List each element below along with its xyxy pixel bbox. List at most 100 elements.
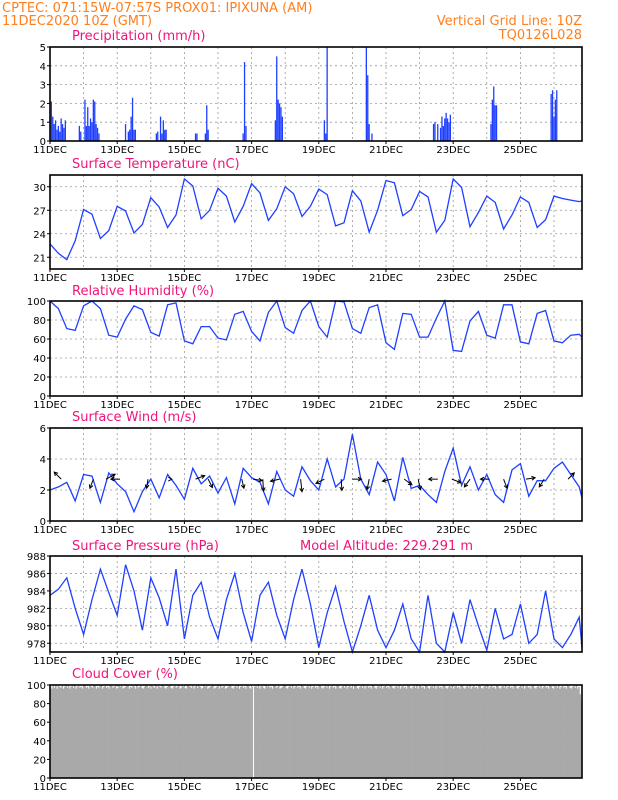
cloud-bar bbox=[174, 685, 176, 778]
cloud-bar bbox=[90, 686, 93, 778]
cloud-bar bbox=[118, 685, 120, 778]
cloud-bar bbox=[51, 688, 53, 778]
cloud-bar bbox=[98, 687, 100, 778]
cloud-bar bbox=[67, 685, 70, 778]
cloud-bar bbox=[231, 687, 233, 778]
cloud-bar bbox=[127, 685, 129, 778]
cloud-bar bbox=[479, 685, 481, 778]
cloud-bar bbox=[327, 685, 329, 778]
precip-bar bbox=[365, 47, 367, 141]
cloud-bar bbox=[540, 685, 542, 778]
wind-arrow bbox=[463, 478, 471, 488]
cloud-bar bbox=[241, 685, 243, 778]
cloud-bar bbox=[504, 685, 507, 778]
panel-2-xtick-label: 15DEC bbox=[168, 273, 202, 284]
cloud-bar bbox=[426, 685, 428, 778]
cloud-bar bbox=[148, 686, 151, 778]
cloud-bar bbox=[160, 687, 162, 778]
precip-bar bbox=[84, 99, 86, 141]
panel-4-ytick-label: 0 bbox=[40, 517, 46, 528]
precip-bar bbox=[495, 105, 498, 141]
cloud-bar bbox=[63, 686, 66, 778]
cloud-bar bbox=[251, 686, 253, 778]
cloud-bar bbox=[428, 688, 431, 778]
wind-arrow-head bbox=[240, 484, 246, 490]
cloud-bar bbox=[397, 687, 399, 778]
cloud-bar bbox=[186, 685, 189, 778]
cloud-bar bbox=[170, 687, 172, 778]
precip-bar bbox=[494, 105, 496, 141]
cloud-bar bbox=[438, 687, 441, 778]
cloud-bar bbox=[457, 686, 460, 778]
cloud-bar bbox=[232, 688, 234, 778]
cloud-bar bbox=[156, 688, 158, 778]
cloud-bar bbox=[99, 685, 101, 778]
cloud-bar bbox=[209, 686, 212, 778]
cloud-bar bbox=[183, 686, 185, 778]
cloud-bar bbox=[52, 685, 55, 778]
cloud-bar bbox=[469, 685, 471, 778]
cloud-bar bbox=[555, 685, 557, 778]
cloud-bar bbox=[177, 685, 180, 778]
cloud-bar bbox=[198, 685, 200, 778]
cloud-bar bbox=[395, 685, 398, 778]
wind-arrow bbox=[315, 478, 325, 484]
cloud-bar bbox=[299, 688, 302, 778]
precip-bar bbox=[325, 133, 327, 141]
cloud-bar bbox=[279, 688, 281, 778]
cloud-bar bbox=[147, 687, 150, 778]
panel-3-series-line bbox=[49, 298, 583, 353]
precip-bar bbox=[242, 133, 244, 141]
panel-4-xtick-label: 17DEC bbox=[235, 525, 269, 536]
cloud-bar bbox=[246, 685, 248, 778]
wind-arrow-head bbox=[357, 476, 363, 482]
precip-bar bbox=[87, 107, 89, 141]
panel-4-ytick-label: 2 bbox=[40, 486, 46, 497]
cloud-bar bbox=[331, 685, 333, 778]
wind-arrow bbox=[146, 479, 149, 489]
panel-4-xtick-label: 13DEC bbox=[100, 525, 134, 536]
cloud-bar bbox=[528, 686, 531, 778]
cloud-bar bbox=[141, 687, 143, 778]
panel-6-xtick-label: 21DEC bbox=[369, 782, 403, 793]
cloud-bar bbox=[114, 685, 117, 778]
cloud-bar bbox=[393, 688, 395, 778]
panel-3-xtick-label: 23DEC bbox=[436, 400, 470, 411]
precip-bar bbox=[92, 99, 94, 141]
panel-5-series-line bbox=[49, 564, 583, 655]
panel-4-xtick-label: 25DEC bbox=[504, 525, 538, 536]
cloud-bar bbox=[440, 686, 442, 778]
panel-3-xtick-label: 15DEC bbox=[168, 400, 202, 411]
cloud-bar bbox=[224, 688, 227, 778]
cloud-bar bbox=[215, 686, 218, 778]
cloud-bar bbox=[381, 688, 384, 778]
cloud-bar bbox=[578, 686, 580, 778]
cloud-bar bbox=[350, 687, 352, 778]
cloud-bar bbox=[456, 687, 459, 778]
panel-3-xtick-label: 13DEC bbox=[100, 400, 134, 411]
cloud-bar bbox=[386, 686, 389, 778]
cloud-bar bbox=[367, 687, 370, 778]
cloud-bar bbox=[494, 688, 497, 778]
cloud-bar bbox=[210, 685, 213, 778]
cloud-bar bbox=[464, 688, 466, 778]
cloud-bar bbox=[390, 685, 393, 778]
cloud-bar bbox=[300, 685, 303, 778]
cloud-bar bbox=[62, 688, 65, 778]
wind-arrow-head bbox=[570, 472, 576, 477]
cloud-bar bbox=[213, 688, 215, 778]
cloud-bar bbox=[484, 685, 487, 778]
cloud-bar bbox=[169, 685, 171, 778]
precip-bar bbox=[280, 107, 282, 141]
cloud-bar bbox=[191, 685, 194, 778]
precip-bar bbox=[164, 129, 166, 141]
cloud-bar bbox=[336, 685, 338, 778]
wind-arrow bbox=[207, 478, 213, 488]
wind-arrow bbox=[567, 472, 575, 480]
cloud-bar bbox=[468, 687, 470, 778]
precip-bar bbox=[437, 124, 439, 141]
cloud-bar bbox=[313, 685, 316, 778]
cloud-bar bbox=[108, 688, 110, 778]
cloud-bar bbox=[245, 688, 247, 778]
cloud-bar bbox=[153, 687, 156, 778]
